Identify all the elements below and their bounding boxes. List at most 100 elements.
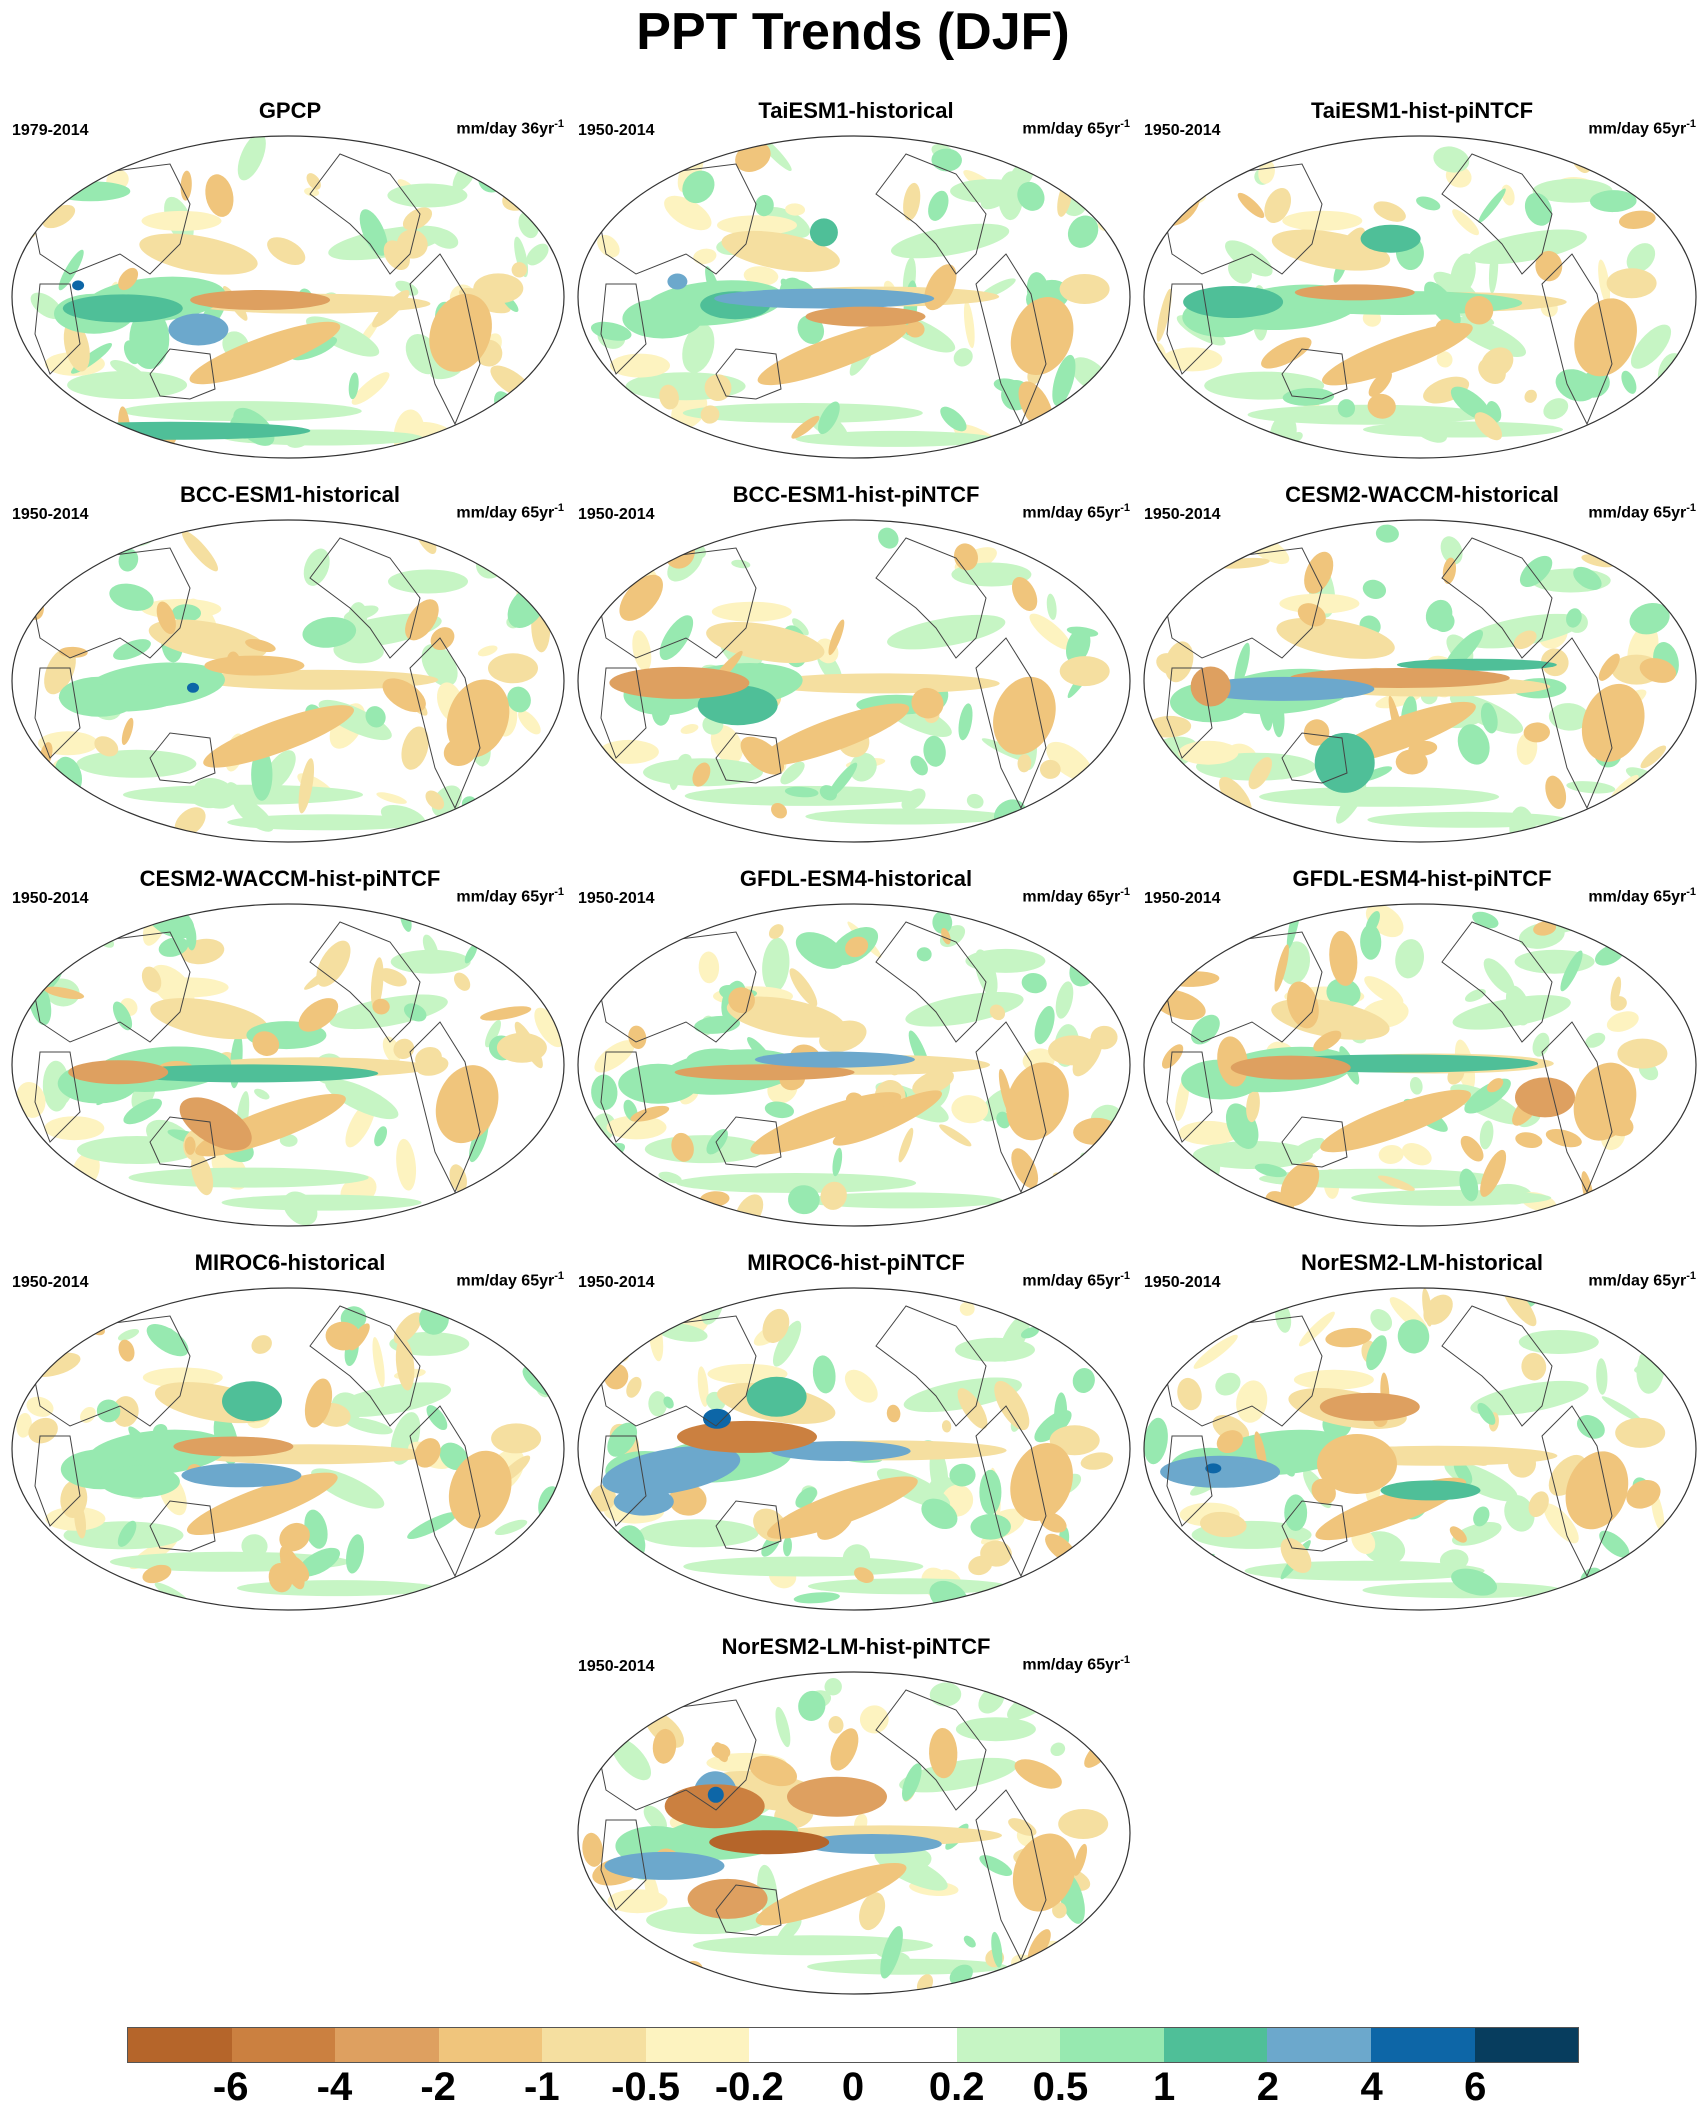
trend-patch — [1362, 579, 1387, 600]
trend-patch — [1200, 1511, 1247, 1538]
trend-patch — [109, 583, 154, 611]
trend-patch — [44, 1116, 105, 1141]
trend-patch — [759, 673, 1000, 694]
trend-patch — [593, 1727, 615, 1740]
trend-patch — [1011, 576, 1038, 612]
trend-patch — [916, 947, 932, 962]
trend-patch — [121, 717, 134, 745]
trend-patch — [1468, 229, 1587, 265]
trend-patch — [677, 1420, 817, 1453]
trend-patch — [658, 1684, 673, 1705]
trend-patch — [1244, 1560, 1485, 1581]
trend-patch — [780, 761, 805, 785]
trend-patch — [1058, 1809, 1109, 1839]
trend-patch — [717, 215, 797, 236]
trend-patch — [1322, 322, 1473, 386]
trend-patch — [325, 1078, 399, 1120]
trend-patch — [784, 786, 819, 798]
trend-patch — [30, 421, 311, 440]
panel-unit: mm/day 65yr-1 — [1022, 1270, 1130, 1290]
trend-patch — [1286, 981, 1319, 1029]
trend-patch — [1396, 658, 1557, 671]
trend-patch — [1581, 683, 1645, 762]
coastline — [975, 1021, 1047, 1194]
panel-period: 1950-2014 — [578, 506, 655, 523]
panel-unit: mm/day 36yr-1 — [456, 118, 564, 138]
trend-patch — [510, 432, 521, 453]
trend-patch — [1258, 160, 1275, 184]
trend-patch — [1368, 370, 1392, 397]
trend-patch — [626, 1376, 642, 1398]
trend-patch — [783, 1536, 792, 1557]
trend-patch — [464, 943, 478, 964]
trend-patch — [156, 601, 176, 635]
trend-patch — [692, 1935, 933, 1956]
trend-patch — [1291, 431, 1303, 442]
trend-patch — [205, 174, 234, 217]
trend-patch — [658, 1171, 682, 1184]
map-panel-bcc-esm1-historical: BCC-ESM1-historical 1950-2014 mm/day 65y… — [10, 482, 570, 862]
trend-patch — [1449, 1526, 1467, 1543]
trend-patch — [768, 924, 784, 939]
trend-patch — [34, 1562, 70, 1592]
coastline — [595, 547, 757, 659]
trend-patch — [1025, 1579, 1037, 1610]
coastline — [715, 1500, 782, 1552]
trend-patch — [726, 996, 846, 1038]
trend-patch — [1071, 535, 1125, 554]
trend-patch — [898, 1127, 914, 1163]
trend-patch — [928, 190, 949, 221]
trend-patch — [807, 1958, 1008, 1975]
coastline — [875, 1305, 987, 1427]
trend-patch — [832, 1090, 943, 1146]
world-map — [577, 1287, 1131, 1611]
trend-patch — [795, 1487, 817, 1508]
colorbar-tick-label: 2 — [1256, 2065, 1279, 2109]
coastline — [149, 1500, 216, 1552]
trend-patch — [929, 1728, 958, 1779]
coastline — [600, 1435, 647, 1527]
world-map — [577, 903, 1131, 1227]
trend-patch — [1230, 1055, 1351, 1080]
trend-patch — [237, 136, 266, 181]
trend-patch — [1090, 1025, 1118, 1050]
trend-patch — [1521, 1352, 1547, 1381]
trend-patch — [1380, 1480, 1481, 1501]
coastline — [1281, 348, 1348, 400]
trend-patch — [610, 353, 670, 378]
trend-patch — [426, 1405, 448, 1431]
figure-title: PPT Trends (DJF) — [636, 3, 1070, 61]
trend-patch — [899, 1757, 1018, 1793]
trend-patch — [1160, 1455, 1281, 1488]
trend-patch — [112, 1396, 139, 1427]
map-boundary — [11, 519, 565, 843]
trend-patch — [84, 920, 115, 948]
trend-patch — [1621, 370, 1637, 394]
trend-field — [12, 904, 564, 1226]
trend-patch — [1021, 972, 1047, 994]
panel-period: 1950-2014 — [578, 122, 655, 139]
trend-patch — [792, 618, 809, 636]
colorbar-segment — [231, 2028, 336, 2062]
coastline — [1166, 1051, 1213, 1143]
trend-patch — [1293, 1369, 1374, 1390]
trend-patch — [629, 520, 664, 563]
colorbar-segment — [542, 2028, 646, 2062]
trend-patch — [775, 1706, 791, 1748]
trend-patch — [99, 1465, 180, 1498]
trend-patch — [1464, 613, 1584, 649]
trend-patch — [1261, 337, 1312, 369]
colorbar-labels: -6 -4 -2 -1 -0.5 -0.2 0 0.2 0.5 1 2 4 6 — [127, 2066, 1579, 2110]
coastline — [600, 283, 647, 375]
panel-title: NorESM2-LM-hist-piNTCF — [721, 1634, 991, 1659]
trend-patch — [128, 1167, 369, 1188]
trend-patch — [376, 792, 407, 804]
trend-patch — [72, 280, 85, 291]
trend-patch — [1474, 412, 1503, 441]
trend-patch — [588, 1937, 618, 1956]
trend-patch — [902, 1763, 922, 1801]
trend-patch — [820, 1181, 847, 1210]
trend-patch — [1532, 1032, 1550, 1057]
trend-patch — [425, 790, 445, 810]
trend-patch — [941, 928, 951, 945]
